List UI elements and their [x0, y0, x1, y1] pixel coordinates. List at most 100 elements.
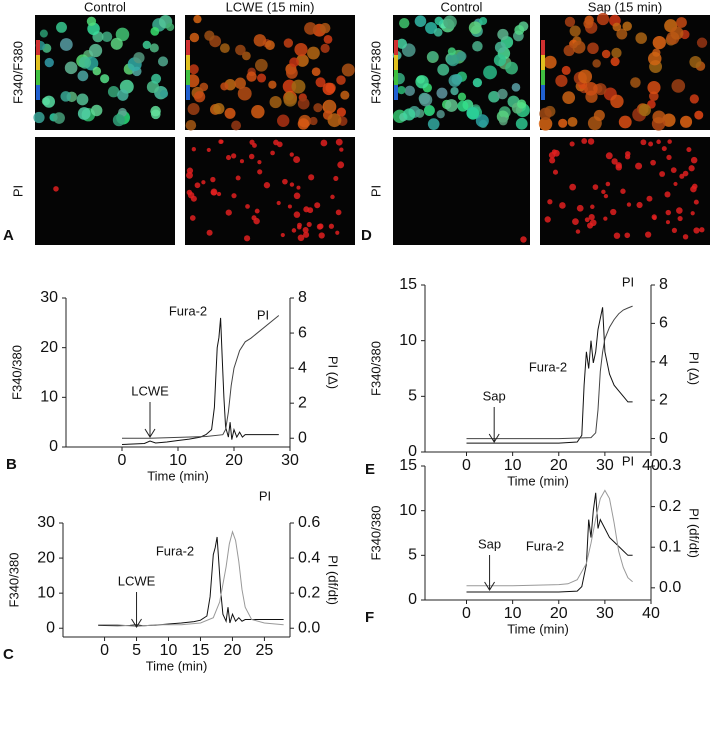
cell	[309, 116, 318, 126]
cell	[303, 206, 310, 213]
cell	[213, 103, 225, 115]
cell	[204, 30, 215, 41]
cell	[304, 22, 317, 35]
cell	[584, 217, 590, 223]
y2-tick-label: 2	[659, 391, 668, 408]
x-axis-label: Time (min)	[507, 621, 569, 636]
cell	[652, 110, 666, 124]
cell	[193, 91, 206, 103]
color-scale	[186, 40, 190, 55]
cell	[433, 27, 443, 37]
cell	[650, 159, 656, 166]
cell	[647, 80, 661, 95]
panel-letter: E	[365, 461, 375, 478]
cell	[323, 34, 333, 44]
stimulus-arrow	[484, 555, 495, 591]
cell	[652, 215, 657, 221]
cell	[611, 47, 622, 58]
cell	[640, 139, 647, 146]
cell	[689, 94, 699, 104]
cell	[690, 185, 697, 193]
cell	[117, 89, 129, 101]
x-axis-label: Time (min)	[146, 658, 208, 673]
cell	[593, 109, 605, 121]
cell	[90, 104, 103, 117]
cell	[427, 51, 438, 61]
cell	[472, 41, 483, 52]
cell	[626, 202, 632, 207]
cell	[39, 29, 48, 38]
panel-letter: F	[365, 609, 374, 626]
y2-axis-label: PI (Δ)	[687, 352, 702, 385]
y2-tick-label: 0.2	[659, 498, 681, 515]
y2-tick-label: 0	[659, 430, 668, 447]
x-tick-label: 0	[100, 642, 109, 659]
cell	[286, 67, 298, 79]
cell	[239, 159, 244, 164]
x-tick-label: 0	[462, 457, 471, 474]
cell	[282, 178, 288, 185]
cell	[443, 15, 457, 29]
cell	[291, 79, 306, 94]
y-tick-label: 20	[37, 549, 55, 566]
cell	[293, 156, 301, 164]
cell	[273, 139, 279, 146]
cell	[335, 209, 342, 216]
cell	[437, 63, 450, 76]
cell	[625, 151, 631, 157]
cell	[686, 147, 692, 153]
cell	[186, 171, 193, 179]
cell	[576, 204, 584, 212]
stimulus-arrow	[131, 592, 142, 628]
cell	[150, 27, 160, 36]
cell	[613, 232, 621, 239]
series-line	[98, 530, 284, 628]
y2-tick-label: 0.1	[659, 538, 681, 555]
panel-letter: A	[3, 227, 14, 244]
cell	[101, 31, 113, 42]
cell	[206, 147, 211, 153]
cell	[693, 199, 699, 205]
cell	[543, 55, 557, 69]
cell	[257, 169, 263, 175]
cell	[635, 162, 643, 170]
cell	[231, 193, 237, 199]
cell	[142, 40, 151, 50]
y2-tick-label: 6	[659, 315, 668, 332]
cell	[248, 153, 255, 160]
cell	[690, 156, 698, 164]
cell	[603, 193, 609, 199]
cell	[505, 61, 518, 75]
color-scale	[394, 40, 398, 55]
x-tick-label: 10	[160, 642, 178, 659]
y-axis-label: F340/380	[368, 341, 383, 396]
cell	[341, 63, 355, 77]
cell	[322, 82, 336, 96]
series-line	[466, 307, 633, 444]
cell	[235, 44, 246, 56]
cell	[291, 228, 297, 233]
x-tick-label: 0	[462, 605, 471, 622]
cell	[664, 191, 671, 198]
y-tick-label: 0	[408, 443, 417, 460]
color-scale	[36, 40, 40, 55]
cell	[649, 91, 659, 101]
cell	[257, 160, 262, 165]
x-axis-label: Time (min)	[147, 468, 209, 483]
cell	[587, 222, 594, 229]
micrograph	[185, 137, 355, 245]
cell	[520, 236, 527, 243]
cell	[149, 43, 159, 53]
cell	[206, 229, 213, 236]
cell	[479, 16, 488, 26]
y2-tick-label: 0.6	[298, 514, 320, 531]
cell	[497, 28, 509, 41]
y2-axis-label: PI (df/dt)	[687, 508, 702, 558]
cell	[434, 16, 444, 26]
cell	[638, 103, 651, 117]
row-label: F340/F380	[368, 41, 383, 104]
cell	[673, 181, 678, 186]
cell	[620, 188, 626, 194]
cell	[588, 214, 595, 221]
cell	[231, 120, 241, 131]
